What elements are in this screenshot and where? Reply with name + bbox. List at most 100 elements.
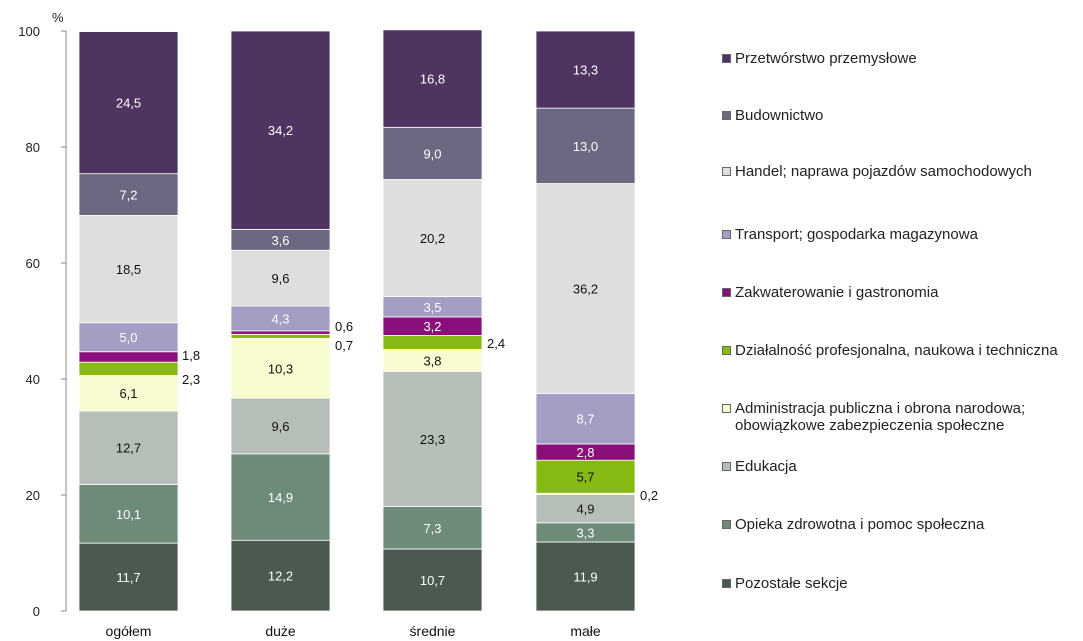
bar-segment [230, 333, 331, 339]
bar-segment [382, 179, 483, 298]
bar-segment [230, 453, 331, 541]
data-label: 34,2 [268, 123, 293, 138]
bar-segment [78, 215, 179, 324]
x-category-label: średnie [410, 623, 456, 639]
data-label: 4,9 [576, 502, 594, 517]
y-tick-label: 0 [33, 604, 40, 619]
legend-label: Zakwaterowanie i gastronomia [735, 284, 939, 301]
legend-item: Pozostałe sekcje [722, 575, 1072, 592]
legend-item: Działalność profesjonalna, naukowa i tec… [722, 342, 1072, 359]
x-category-label: małe [570, 623, 601, 639]
data-label: 8,7 [576, 412, 594, 427]
bar-segment [535, 393, 636, 445]
legend-item: Opieka zdrowotna i pomoc społeczna [722, 516, 1072, 533]
legend-swatch [722, 579, 731, 588]
data-label: 13,3 [573, 63, 598, 78]
data-label: 20,2 [420, 231, 445, 246]
bar-segment [78, 484, 179, 544]
legend-swatch [722, 520, 731, 529]
data-label: 3,2 [423, 319, 441, 334]
data-label: 10,3 [268, 361, 293, 376]
plot-area: 0 20 40 60 80 100 11,7 10,1 12,7 6,1 2,3 1,8 5,0 18,5… [18, 24, 658, 639]
bar-segment [382, 335, 483, 350]
legend-item: Zakwaterowanie i gastronomia [722, 284, 1072, 301]
data-label: 2,4 [487, 336, 505, 351]
legend-label: Działalność profesjonalna, naukowa i tec… [735, 342, 1058, 359]
data-label: 3,8 [423, 353, 441, 368]
bar-segment [78, 542, 179, 612]
data-label: 12,7 [116, 441, 141, 456]
legend-swatch [722, 404, 731, 413]
legend-item: Administracja publiczna i obrona narodow… [722, 400, 1072, 434]
y-axis-unit: % [52, 10, 64, 25]
bar-segment [535, 459, 636, 494]
bar-segment [382, 548, 483, 612]
data-label: 6,1 [119, 386, 137, 401]
legend-label: Administracja publiczna i obrona narodow… [735, 400, 1026, 434]
bar-segment [230, 249, 331, 307]
bar-segment [230, 397, 331, 455]
data-label: 4,3 [271, 311, 289, 326]
bar-segment [382, 29, 483, 128]
bar-segment [230, 337, 331, 399]
legend-item: Edukacja [722, 458, 1072, 475]
x-category-label: duże [265, 623, 296, 639]
bar-segment [78, 322, 179, 353]
data-label: 13,0 [573, 139, 598, 154]
data-label: 0,6 [335, 319, 353, 334]
data-label: 5,7 [576, 470, 594, 485]
stacked-bar-chart: % 0 20 40 60 80 100 11,7 10,1 12,7 6,1 2,3 1,8 5,0 18… [18, 10, 658, 639]
legend-swatch [722, 346, 731, 355]
data-label: 9,6 [271, 419, 289, 434]
data-label: 3,3 [576, 525, 594, 540]
bar-segment [535, 183, 636, 394]
data-label: 5,0 [119, 330, 137, 345]
data-label: 24,5 [116, 96, 141, 111]
data-label: 9,0 [423, 146, 441, 161]
data-label: 10,1 [116, 507, 141, 522]
legend-label: Edukacja [735, 458, 797, 475]
bar-segment [78, 173, 179, 216]
x-category-label: ogółem [106, 623, 152, 639]
legend-item: Handel; naprawa pojazdów samochodowych [722, 163, 1072, 180]
legend-swatch [722, 230, 731, 239]
data-label: 18,5 [116, 262, 141, 277]
y-tick-label: 60 [26, 256, 40, 271]
data-label: 0,7 [335, 338, 353, 353]
legend-label: Handel; naprawa pojazdów samochodowych [735, 163, 1032, 180]
bar-segment [230, 30, 331, 230]
legend-swatch [722, 54, 731, 63]
data-label: 10,7 [420, 573, 445, 588]
legend-label: Budownictwo [735, 107, 824, 124]
data-label: 36,2 [573, 282, 598, 297]
data-label: 11,9 [573, 569, 597, 584]
legend-swatch [722, 111, 731, 120]
bar-segment [535, 494, 636, 524]
data-label: 12,2 [268, 569, 293, 584]
legend-swatch [722, 462, 731, 471]
legend-label: Transport; gospodarka magazynowa [735, 226, 978, 243]
bar-segment [78, 351, 179, 363]
bar-segment [78, 31, 179, 175]
legend-swatch [722, 167, 731, 176]
data-label: 7,3 [423, 521, 441, 536]
data-label: 11,7 [116, 570, 140, 585]
legend-label: Przetwórstwo przemysłowe [735, 50, 917, 67]
data-label: 2,8 [576, 445, 594, 460]
legend-item: Przetwórstwo przemysłowe [722, 50, 1072, 67]
legend-item: Budownictwo [722, 107, 1072, 124]
bar-segment [535, 107, 636, 184]
legend-label: Opieka zdrowotna i pomoc społeczna [735, 516, 985, 533]
bar-segment [78, 375, 179, 412]
bar-segment [382, 126, 483, 180]
legend-item: Transport; gospodarka magazynowa [722, 226, 1072, 243]
bar-segment [535, 30, 636, 109]
bar-segment [78, 361, 179, 376]
legend-label: Pozostałe sekcje [735, 575, 848, 592]
bar-segment [230, 330, 331, 335]
bar-segment [78, 410, 179, 485]
y-tick-label: 100 [18, 24, 40, 39]
data-label: 2,3 [182, 372, 200, 387]
data-label: 7,2 [119, 188, 137, 203]
legend: Przetwórstwo przemysłowe Budownictwo Hande… [722, 0, 1082, 641]
